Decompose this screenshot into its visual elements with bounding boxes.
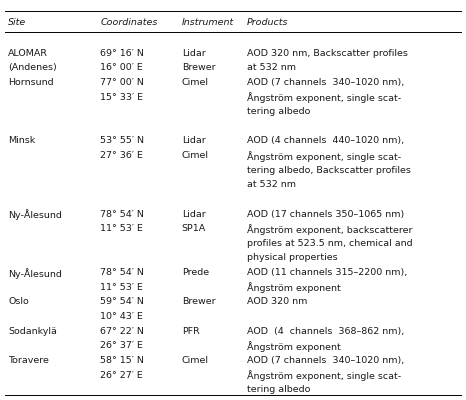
Text: 78° 54′ N: 78° 54′ N (100, 210, 144, 218)
Text: Ångström exponent: Ångström exponent (247, 342, 341, 352)
Text: Brewer: Brewer (182, 63, 215, 72)
Text: 53° 55′ N: 53° 55′ N (100, 136, 144, 145)
Text: 11° 53′ E: 11° 53′ E (100, 224, 143, 233)
Text: AOD  (4  channels  368–862 nm),: AOD (4 channels 368–862 nm), (247, 327, 404, 336)
Text: Sodankylä: Sodankylä (8, 327, 57, 336)
Text: Ny-Ålesund: Ny-Ålesund (8, 210, 62, 220)
Text: Prede: Prede (182, 268, 209, 277)
Text: AOD (7 channels  340–1020 nm),: AOD (7 channels 340–1020 nm), (247, 356, 404, 365)
Text: Brewer: Brewer (182, 297, 215, 306)
Text: Hornsund: Hornsund (8, 78, 54, 87)
Text: 11° 53′ E: 11° 53′ E (100, 282, 143, 292)
Text: tering albedo, Backscatter profiles: tering albedo, Backscatter profiles (247, 166, 411, 174)
Text: Lidar: Lidar (182, 210, 206, 218)
Text: Products: Products (247, 18, 288, 27)
Text: Lidar: Lidar (182, 136, 206, 145)
Text: 58° 15′ N: 58° 15′ N (100, 356, 144, 365)
Text: 16° 00′ E: 16° 00′ E (100, 63, 143, 72)
Text: Ångström exponent, single scat-: Ångström exponent, single scat- (247, 370, 401, 382)
Text: PFR: PFR (182, 327, 199, 336)
Text: Ångström exponent, single scat-: Ångström exponent, single scat- (247, 151, 401, 162)
Text: Oslo: Oslo (8, 297, 29, 306)
Text: Minsk: Minsk (8, 136, 35, 145)
Text: tering albedo: tering albedo (247, 385, 310, 394)
Text: AOD (11 channels 315–2200 nm),: AOD (11 channels 315–2200 nm), (247, 268, 407, 277)
Text: Cimel: Cimel (182, 78, 209, 87)
Text: Instrument: Instrument (182, 18, 234, 27)
Text: 15° 33′ E: 15° 33′ E (100, 93, 143, 102)
Text: AOD (4 channels  440–1020 nm),: AOD (4 channels 440–1020 nm), (247, 136, 404, 145)
Text: 77° 00′ N: 77° 00′ N (100, 78, 144, 87)
Text: AOD 320 nm, Backscatter profiles: AOD 320 nm, Backscatter profiles (247, 49, 408, 58)
Text: AOD (17 channels 350–1065 nm): AOD (17 channels 350–1065 nm) (247, 210, 404, 218)
Text: Ångström exponent, single scat-: Ångström exponent, single scat- (247, 93, 401, 104)
Text: 26° 27′ E: 26° 27′ E (100, 370, 143, 380)
Text: at 532 nm: at 532 nm (247, 63, 296, 72)
Text: AOD 320 nm: AOD 320 nm (247, 297, 308, 306)
Text: at 532 nm: at 532 nm (247, 180, 296, 189)
Text: ALOMAR: ALOMAR (8, 49, 48, 58)
Text: Ångström exponent: Ångström exponent (247, 282, 341, 294)
Text: Cimel: Cimel (182, 356, 209, 365)
Text: Toravere: Toravere (8, 356, 49, 365)
Text: AOD (7 channels  340–1020 nm),: AOD (7 channels 340–1020 nm), (247, 78, 404, 87)
Text: profiles at 523.5 nm, chemical and: profiles at 523.5 nm, chemical and (247, 239, 412, 248)
Text: Lidar: Lidar (182, 49, 206, 58)
Text: 27° 36′ E: 27° 36′ E (100, 151, 143, 160)
Text: Coordinates: Coordinates (100, 18, 158, 27)
Text: 10° 43′ E: 10° 43′ E (100, 312, 143, 321)
Text: SP1A: SP1A (182, 224, 206, 233)
Text: 69° 16′ N: 69° 16′ N (100, 49, 144, 58)
Text: tering albedo: tering albedo (247, 107, 310, 116)
Text: Ny-Ålesund: Ny-Ålesund (8, 268, 62, 279)
Text: 59° 54′ N: 59° 54′ N (100, 297, 144, 306)
Text: 78° 54′ N: 78° 54′ N (100, 268, 144, 277)
Text: physical properties: physical properties (247, 254, 337, 262)
Text: Ångström exponent, backscatterer: Ångström exponent, backscatterer (247, 224, 412, 235)
Text: 67° 22′ N: 67° 22′ N (100, 327, 144, 336)
Text: (Andenes): (Andenes) (8, 63, 57, 72)
Text: Site: Site (8, 18, 27, 27)
Text: Cimel: Cimel (182, 151, 209, 160)
Text: 26° 37′ E: 26° 37′ E (100, 342, 143, 350)
